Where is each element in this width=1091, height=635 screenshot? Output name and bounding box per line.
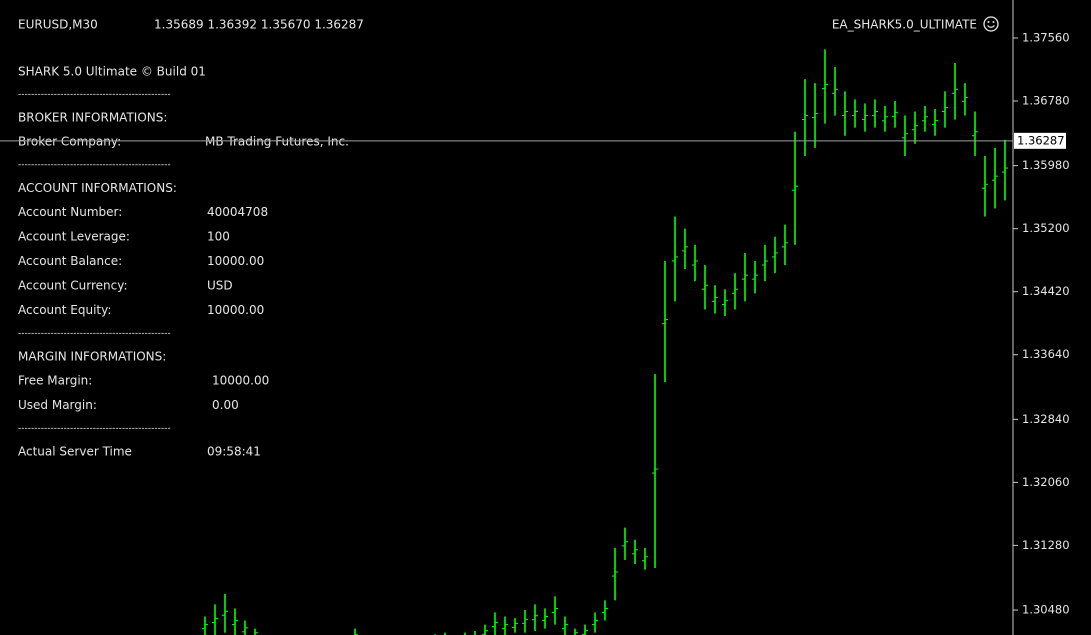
row-label: Account Number:	[18, 205, 122, 219]
tick-label: 1.31280	[1022, 538, 1070, 552]
section-heading: MARGIN INFORMATIONS:	[18, 350, 166, 364]
tick-label: 1.32840	[1022, 412, 1070, 426]
row-value: 40004708	[207, 205, 268, 219]
row-label: Account Leverage:	[18, 230, 130, 244]
row-value: USD	[207, 279, 233, 293]
tick-label: 1.36780	[1022, 93, 1070, 107]
tick-label: 1.37560	[1022, 30, 1070, 44]
row-label: Used Margin:	[18, 398, 97, 412]
row-label: Account Currency:	[18, 279, 128, 293]
row-label: Free Margin:	[18, 374, 92, 388]
current-price-label: 1.36287	[1017, 133, 1065, 147]
tick-label: 1.34420	[1022, 284, 1070, 298]
expert-name: EA_SHARK5.0_ULTIMATE	[832, 18, 977, 32]
separator: ----------------------------------------…	[18, 90, 171, 100]
info-panel: SHARK 5.0 Ultimate © Build 01 -----------…	[18, 65, 349, 459]
row-label: Actual Server Time	[18, 445, 132, 459]
current-price-box	[1014, 132, 1066, 149]
price-bars	[202, 49, 1008, 635]
row-value: 10000.00	[207, 254, 264, 268]
tick-label: 1.35980	[1022, 158, 1070, 172]
section-heading: ACCOUNT INFORMATIONS:	[18, 181, 177, 195]
tick-label: 1.35200	[1022, 221, 1070, 235]
price-axis: 1.37560 1.36780 1.35980 1.35200 1.34420 1.336…	[1013, 30, 1070, 617]
quote: 1.35689 1.36392 1.35670 1.36287	[154, 18, 364, 32]
row-value: 100	[207, 230, 230, 244]
row-value: 09:58:41	[207, 445, 261, 459]
row-value: 10000.00	[212, 374, 269, 388]
separator: ----------------------------------------…	[18, 424, 171, 434]
row-value: 0.00	[212, 398, 239, 412]
separator: ----------------------------------------…	[18, 160, 171, 170]
smiley-icon	[983, 16, 999, 32]
row-value: MB Trading Futures, Inc.	[205, 135, 349, 149]
tick-label: 1.30480	[1022, 603, 1070, 617]
panel-title: SHARK 5.0 Ultimate © Build 01	[18, 65, 206, 79]
row-label: Account Balance:	[18, 254, 122, 268]
row-value: 10000.00	[207, 303, 264, 317]
symbol: EURUSD,M30	[18, 18, 98, 32]
separator: ----------------------------------------…	[18, 329, 171, 339]
tick-label: 1.33640	[1022, 347, 1070, 361]
tick-label: 1.32060	[1022, 475, 1070, 489]
row-label: Broker Company:	[18, 135, 121, 149]
section-heading: BROKER INFORMATIONS:	[18, 111, 167, 125]
row-label: Account Equity:	[18, 303, 111, 317]
